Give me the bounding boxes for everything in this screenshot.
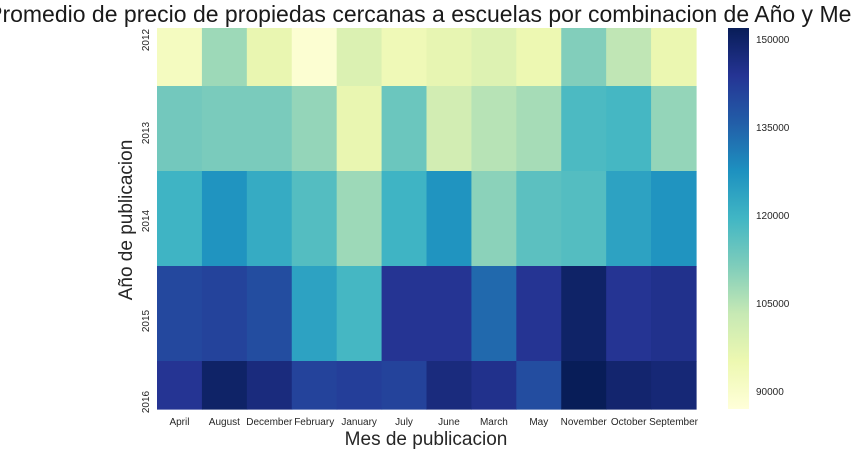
x-tick-label: June [438, 417, 460, 428]
heatmap-cell [606, 266, 652, 362]
heatmap-cell [561, 171, 607, 267]
heatmap-cell [381, 28, 428, 87]
heatmap-cell [381, 171, 428, 267]
heatmap-cell [157, 171, 203, 267]
heatmap-cell [606, 171, 652, 267]
heatmap-cell [291, 86, 338, 172]
heatmap-cell [291, 171, 338, 267]
heatmap-cell [157, 28, 203, 87]
heatmap-cell [336, 28, 383, 87]
heatmap-cell [561, 86, 607, 172]
x-tick-label: November [561, 417, 608, 428]
x-tick-label: December [246, 417, 293, 428]
heatmap-cell [651, 361, 697, 410]
heatmap-cell [336, 361, 383, 410]
heatmap-cell [516, 361, 562, 410]
heatmap-cell [336, 171, 383, 267]
x-tick-label: August [209, 417, 240, 428]
heatmap-cell [471, 28, 517, 87]
heatmap-cell [157, 266, 203, 362]
colorbar-tick-label: 135000 [756, 123, 790, 134]
heatmap-cell [336, 86, 383, 172]
heatmap-cell [651, 266, 697, 362]
heatmap-cell [336, 266, 383, 362]
y-tick-label: 2014 [141, 209, 152, 232]
heatmap-cell [426, 361, 473, 410]
heatmap-cell [426, 86, 473, 172]
colorbar-tick-label: 90000 [756, 387, 784, 398]
y-tick-label: 2012 [141, 28, 152, 51]
heatmap-cell [606, 28, 652, 87]
heatmap-cell [291, 361, 338, 410]
colorbar-tick-label: 150000 [756, 35, 790, 46]
y-tick-label: 2013 [141, 121, 152, 144]
heatmap-cell [246, 361, 293, 410]
heatmap-cell [381, 266, 428, 362]
y-axis-label: Año de publicacion [116, 140, 137, 301]
heatmap-cell [381, 361, 428, 410]
x-axis-label: Mes de publicacion [345, 429, 508, 450]
heatmap-cell [426, 171, 473, 267]
heatmap-cell [471, 86, 517, 172]
heatmap-cell [201, 361, 248, 410]
heatmap-cell [561, 361, 607, 410]
colorbar-ticks: 90000 105000 120000 135000 150000 [756, 35, 790, 398]
colorbar-tick-label: 120000 [756, 211, 790, 222]
heatmap-cell [246, 171, 293, 267]
heatmap-cell [516, 86, 562, 172]
x-tick-label: January [341, 417, 377, 428]
heatmap-cell [561, 28, 607, 87]
colorbar-tick-label: 105000 [756, 299, 790, 310]
heatmap-cell [157, 86, 203, 172]
x-tick-label: October [611, 417, 647, 428]
y-tick-label: 2016 [141, 390, 152, 413]
heatmap-cell [201, 28, 248, 87]
heatmap-cell [157, 361, 203, 410]
heatmap-cell [516, 171, 562, 267]
heatmap-cell [201, 266, 248, 362]
x-tick-label: July [395, 417, 413, 428]
heatmap-cell [246, 86, 293, 172]
heatmap-cell [516, 28, 562, 87]
heatmap-cell [381, 86, 428, 172]
heatmap-cell [651, 86, 697, 172]
heatmap-cell [426, 266, 473, 362]
x-tick-label: September [649, 417, 699, 428]
heatmap-cell [471, 171, 517, 267]
chart-title: Promedio de precio de propiedas cercanas… [0, 1, 851, 27]
heatmap-cell [561, 266, 607, 362]
x-tick-label: February [294, 417, 334, 428]
x-tick-label: April [169, 417, 189, 428]
x-tick-labels: April August December February January July Ju… [169, 417, 698, 428]
heatmap-cell [606, 86, 652, 172]
heatmap-cell [291, 28, 338, 87]
x-tick-label: March [480, 417, 508, 428]
heatmap-cell [246, 266, 293, 362]
heatmap-cell [651, 28, 697, 87]
heatmap-cell [291, 266, 338, 362]
colorbar [728, 28, 749, 409]
heatmap-cell [426, 28, 473, 87]
heatmap-cell [471, 361, 517, 410]
heatmap-cell [471, 266, 517, 362]
heatmap-cell [606, 361, 652, 410]
y-tick-labels: 2012 2013 2014 2015 2016 [141, 28, 152, 413]
heatmap-cell [201, 171, 248, 267]
heatmap-cells [157, 28, 697, 410]
heatmap-cell [516, 266, 562, 362]
heatmap-cell [201, 86, 248, 172]
heatmap-cell [651, 171, 697, 267]
heatmap-cell [246, 28, 293, 87]
x-tick-label: May [529, 417, 548, 428]
y-tick-label: 2015 [141, 309, 152, 332]
